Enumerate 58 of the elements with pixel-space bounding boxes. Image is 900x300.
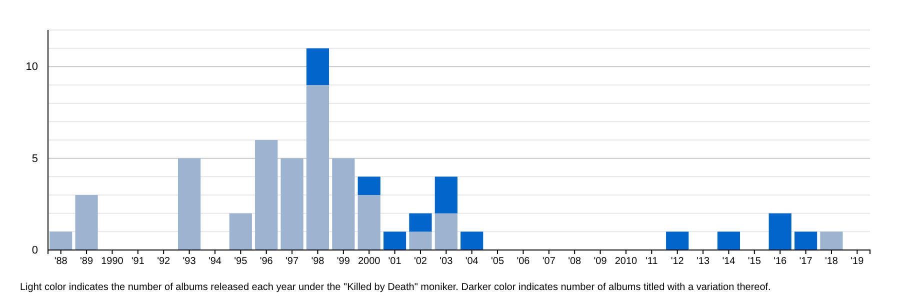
bar	[255, 140, 278, 250]
x-tick-label: '19	[850, 256, 864, 268]
x-tick-label: '13	[696, 256, 710, 268]
x-tick-label: '89	[80, 256, 94, 268]
bar	[794, 232, 818, 250]
y-tick-label: 10	[26, 61, 38, 74]
bar	[358, 195, 380, 250]
x-tick-label: '91	[131, 256, 145, 268]
x-tick-label: '93	[182, 256, 196, 268]
bar	[306, 48, 330, 85]
text: Light color indicates the number of albums released each year under the "Killed by Death" moniker. Darker color indicates number of albums titled with a variation thereof.	[20, 282, 771, 293]
x-tick-label: '14	[722, 256, 736, 268]
bar	[434, 176, 458, 214]
x-tick-label: '09	[594, 256, 608, 268]
bar	[717, 232, 740, 250]
x-tick-label: '16	[774, 256, 788, 268]
y-tick-label: 0	[32, 244, 38, 257]
x-tick-label: '02	[414, 256, 428, 268]
bar	[178, 158, 201, 250]
x-tick-label: '98	[311, 256, 325, 268]
x-tick-label: '92	[157, 256, 171, 268]
bar	[768, 213, 792, 250]
x-tick-label: '95	[234, 256, 248, 268]
bar	[358, 176, 380, 195]
x-tick-label: '99	[336, 256, 350, 268]
x-tick-label: '94	[208, 256, 222, 268]
bar	[409, 232, 432, 250]
x-tick-label: '04	[465, 256, 479, 268]
bar	[229, 213, 252, 250]
bar	[383, 232, 406, 250]
bar	[409, 213, 432, 232]
x-tick-label: '11	[646, 256, 658, 268]
x-tick-label: '96	[260, 256, 274, 268]
x-tick-label: '97	[286, 256, 299, 268]
bar	[50, 232, 72, 250]
y-tick-label: 5	[32, 152, 38, 165]
bar	[280, 158, 304, 250]
x-tick-label: '01	[388, 256, 402, 268]
x-tick-label: '15	[748, 256, 762, 268]
x-tick-label: '08	[568, 256, 582, 268]
x-tick-label: '88	[54, 256, 68, 268]
bar	[434, 213, 458, 250]
bar	[332, 158, 355, 250]
x-tick-label: '05	[491, 256, 504, 268]
x-tick-label: 1990	[101, 256, 124, 268]
x-tick-label: '17	[799, 256, 813, 268]
x-tick-label: '07	[542, 256, 556, 268]
x-tick-label: 2000	[358, 256, 381, 268]
bar	[306, 85, 330, 250]
x-tick-label: '18	[824, 256, 838, 268]
x-tick-label: 2010	[614, 256, 638, 268]
bar	[820, 232, 843, 250]
x-tick-label: '03	[440, 256, 454, 268]
x-tick-label: '06	[516, 256, 530, 268]
bar	[460, 232, 484, 250]
x-tick-label: '12	[670, 256, 684, 268]
bar	[666, 232, 689, 250]
bar	[75, 195, 98, 250]
